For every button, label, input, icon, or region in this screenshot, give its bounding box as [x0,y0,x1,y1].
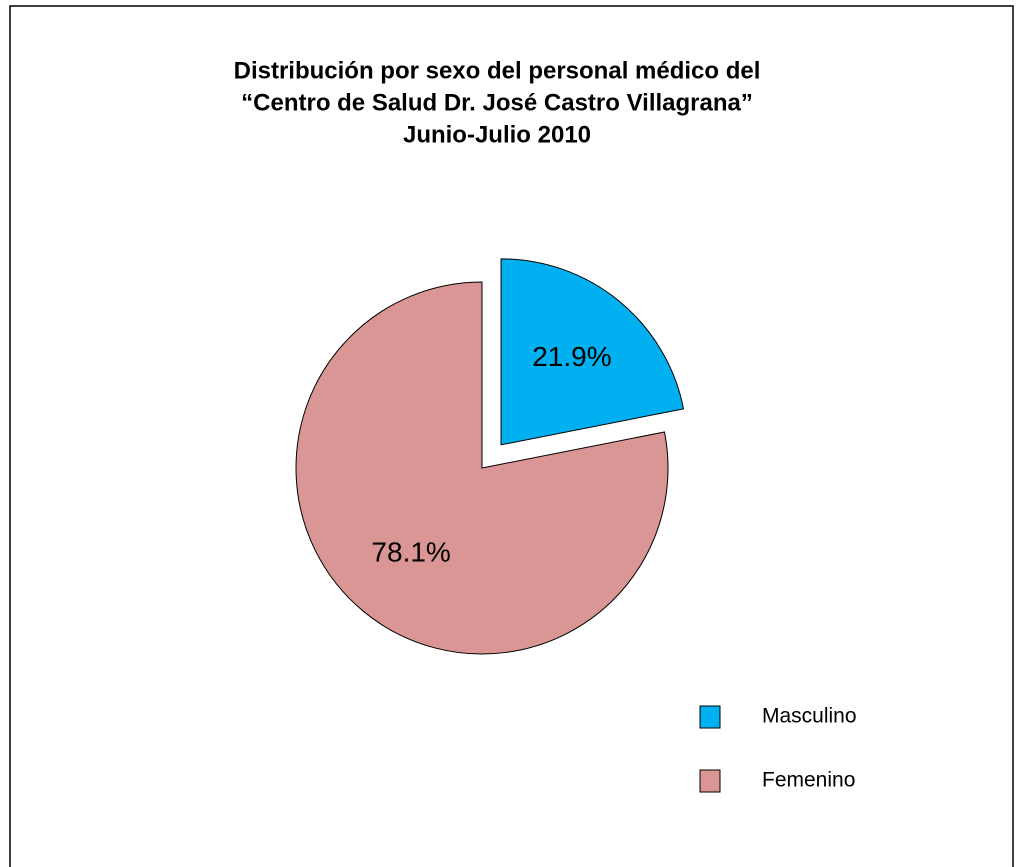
legend-label: Masculino [762,705,857,728]
value-label: 21.9% [532,341,611,372]
value-label: 78.1% [371,537,450,568]
legend-swatch [699,705,721,729]
pie-slice [500,258,685,446]
legend-label: Femenino [762,769,855,792]
chart-title: Junio-Julio 2010 [403,121,591,148]
chart-title: Distribución por sexo del personal médic… [234,57,761,84]
legend-swatch [699,769,721,793]
chart-title: “Centro de Salud Dr. José Castro Villagr… [241,89,753,116]
pie-slice [295,281,669,655]
